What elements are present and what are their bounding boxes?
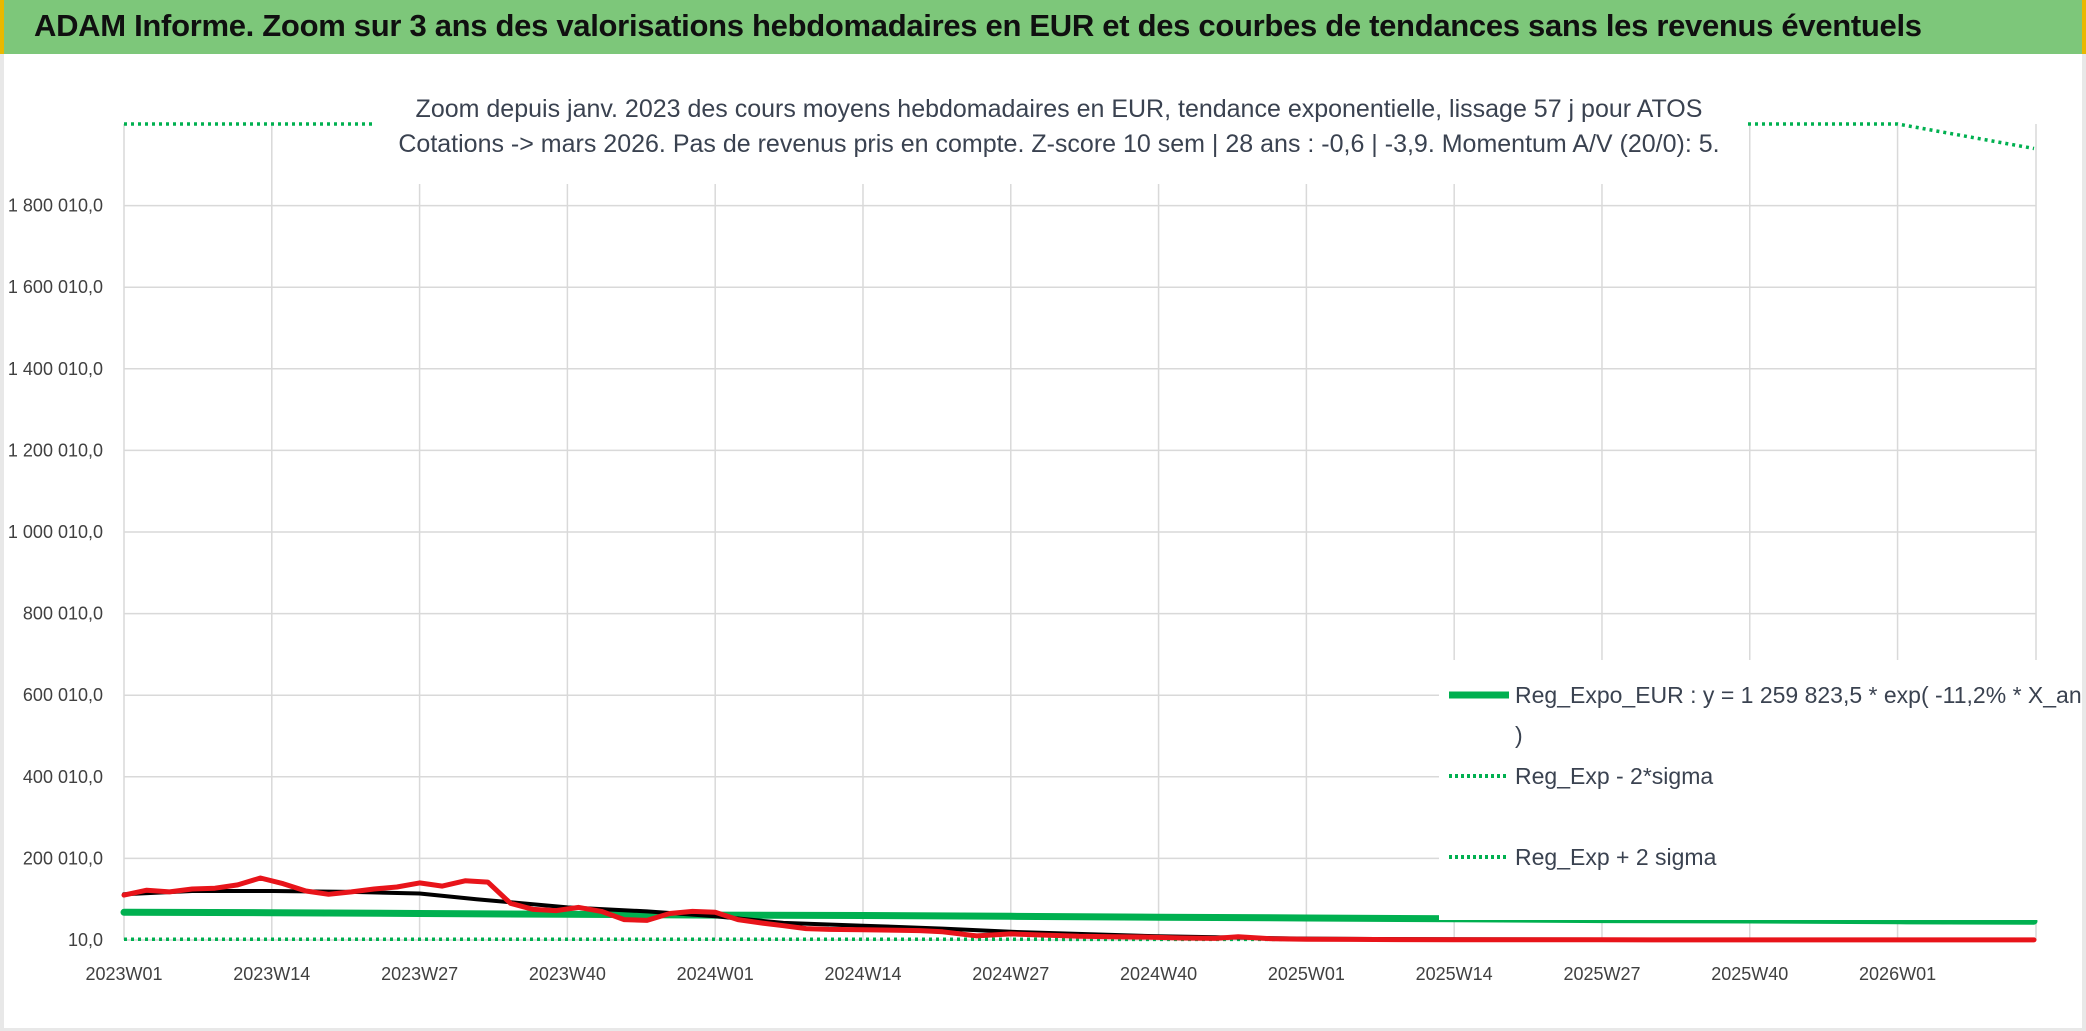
legend-background [1439, 660, 2067, 920]
x-tick-label: 2024W27 [972, 964, 1049, 984]
x-tick-label: 2024W14 [824, 964, 901, 984]
series-line-price [121, 875, 2037, 943]
x-tick-label: 2024W40 [1120, 964, 1197, 984]
title-background [372, 86, 1746, 184]
legend-label-minus-2sigma: Reg_Exp - 2*sigma [1515, 763, 1713, 789]
chart-title: Zoom depuis janv. 2023 des cours moyens … [416, 95, 1703, 123]
x-tick-label: 2023W14 [233, 964, 310, 984]
x-tick-label: 2025W01 [1268, 964, 1345, 984]
chart-subtitle: Cotations -> mars 2026. Pas de revenus p… [398, 130, 1719, 158]
x-tick-label: 2025W27 [1563, 964, 1640, 984]
x-tick-label: 2026W01 [1859, 964, 1936, 984]
legend-label-reg-expo-cont: ) [1515, 722, 1523, 748]
y-tick-label: 600 010,0 [23, 685, 103, 705]
chart-svg: 10,0 200 010,0 400 010,0 600 010,0 800 010,0… [8, 86, 2082, 984]
x-tick-label: 2023W40 [529, 964, 606, 984]
y-tick-label: 1 800 010,0 [8, 196, 103, 216]
page-title: ADAM Informe. Zoom sur 3 ans des valoris… [34, 8, 1922, 43]
y-tick-label: 1 600 010,0 [8, 277, 103, 297]
x-axis-ticks: 2023W01 2023W14 2023W27 2023W40 2024W01 2024W… [85, 964, 1936, 984]
legend: Reg_Expo_EUR : y = 1 259 823,5 * exp( -1… [1439, 660, 2082, 920]
y-tick-label: 1 400 010,0 [8, 359, 103, 379]
x-tick-label: 2024W01 [677, 964, 754, 984]
x-tick-label: 2023W01 [85, 964, 162, 984]
y-tick-label: 400 010,0 [23, 767, 103, 787]
header-banner: ADAM Informe. Zoom sur 3 ans des valoris… [0, 0, 2086, 54]
y-tick-label: 10,0 [68, 930, 103, 950]
y-tick-label: 800 010,0 [23, 604, 103, 624]
legend-label-plus-2sigma: Reg_Exp + 2 sigma [1515, 844, 1717, 870]
y-axis-ticks: 10,0 200 010,0 400 010,0 600 010,0 800 010,0… [8, 196, 103, 950]
x-tick-label: 2025W40 [1711, 964, 1788, 984]
legend-label-reg-expo: Reg_Expo_EUR : y = 1 259 823,5 * exp( -1… [1515, 682, 2082, 708]
y-tick-label: 200 010,0 [23, 848, 103, 868]
x-tick-label: 2025W14 [1416, 964, 1493, 984]
chart-frame: 10,0 200 010,0 400 010,0 600 010,0 800 010,0… [0, 54, 2086, 1031]
x-tick-label: 2023W27 [381, 964, 458, 984]
y-tick-label: 1 200 010,0 [8, 440, 103, 460]
y-tick-label: 1 000 010,0 [8, 522, 103, 542]
